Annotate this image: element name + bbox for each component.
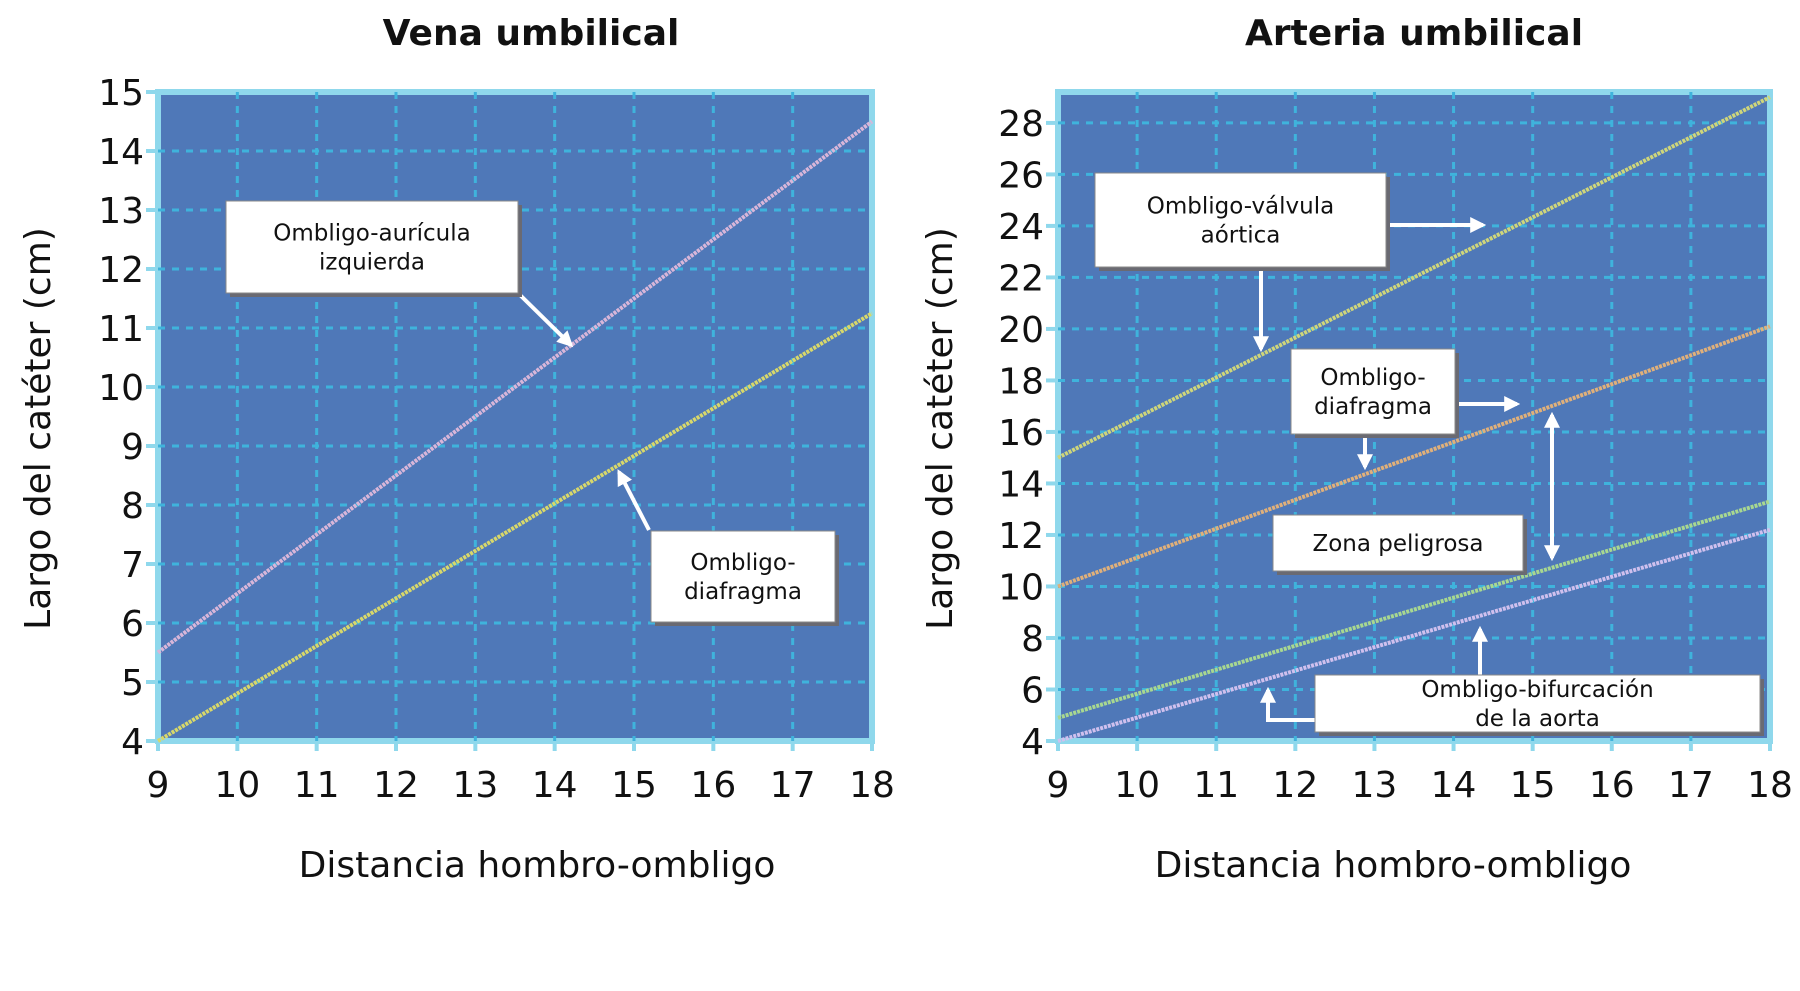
annotation-box-bg [1094,172,1387,268]
annotation-arrow [1260,686,1315,722]
annotation-box-bg [1272,514,1524,572]
annotation-text: diafragma [684,579,802,605]
y-tick-label: 12 [998,516,1044,557]
x-tick-label: 14 [1431,765,1477,806]
y-tick-label: 8 [1021,619,1044,660]
y-tick-label: 6 [121,604,144,645]
series-line-2 [156,311,874,743]
annotation-box: Ombligo-diafragma [1290,348,1459,438]
annotation-box: Zona peligrosa [1272,514,1527,575]
plot-area [155,89,875,744]
y-tick-label: 8 [121,486,144,527]
x-tick-label: 9 [147,765,170,806]
y-tick-label: 13 [98,191,144,232]
series-line-1 [156,119,874,655]
series-line-3 [1057,499,1771,720]
annotation-box-bg [650,530,836,623]
x-tick-label: 10 [214,765,260,806]
x-tick-label: 17 [770,765,816,806]
y-axis-label: Largo del catéter (cm) [920,227,961,630]
annotation-text: Zona peligrosa [1312,531,1483,557]
x-tick-label: 16 [1589,765,1635,806]
y-tick-label: 26 [998,155,1044,196]
y-tick-label: 6 [1021,670,1044,711]
x-axis-label: Distancia hombro-ombligo [299,845,776,886]
y-tick-label: 12 [98,250,144,291]
x-tick-label: 14 [532,765,578,806]
annotation-arrow [617,469,651,531]
y-tick-label: 14 [98,132,144,173]
y-tick-label: 20 [998,310,1044,351]
annotation-text: Ombligo- [690,550,795,576]
annotation-text: de la aorta [1475,706,1600,732]
x-tick-label: 17 [1668,765,1714,806]
annotation-arrow [516,291,574,348]
annotation-text: diafragma [1314,394,1432,420]
chart-1: Vena umbilical 9 10 11 12 13 14 15 16 17 18 4 5 6 7 8 9 1… [18,13,895,886]
chart-title: Vena umbilical [383,13,680,54]
y-tick-label: 4 [121,722,144,763]
chart-2: Arteria umbilical 9 10 11 12 13 14 15 16 17 18 4 6 8 1… [920,13,1793,886]
y-tick-label: 5 [121,663,144,704]
x-tick-label: 11 [294,765,340,806]
annotation-box: Ombligo-diafragma [650,530,839,626]
series-line-1 [1057,95,1771,460]
annotation-box: Ombligo-aurícula izquierda [225,200,522,297]
y-tick-label: 14 [998,464,1044,505]
annotation-text: Ombligo-válvula [1147,194,1334,220]
x-tick-label: 12 [1272,765,1318,806]
x-tick-label: 9 [1047,765,1070,806]
series-line-2 [1057,324,1771,589]
y-tick-label: 7 [121,545,144,586]
y-tick-label: 4 [1021,722,1044,763]
x-tick-label: 10 [1114,765,1160,806]
y-axis-label: Largo del catéter (cm) [18,227,59,630]
y-tick-label: 15 [98,73,144,114]
annotation-text: aórtica [1201,223,1281,249]
annotation-box-bg [1314,674,1761,733]
x-tick-label: 18 [1747,765,1793,806]
annotation-box: Ombligo-bifurcación de la aorta [1314,674,1764,736]
annotation-text: Ombligo-aurícula [273,221,471,247]
y-tick-label: 9 [121,427,144,468]
y-tick-label: 16 [998,413,1044,454]
y-tick-label: 11 [98,309,144,350]
chart-title: Arteria umbilical [1245,13,1583,54]
annotation-box-bg [225,200,519,294]
annotation-text: Ombligo- [1320,365,1425,391]
annotation-box-bg [1290,348,1456,435]
y-tick-label: 24 [998,207,1044,248]
y-tick-label: 22 [998,258,1044,299]
x-tick-label: 15 [611,765,657,806]
x-tick-label: 13 [1352,765,1398,806]
x-axis-label: Distancia hombro-ombligo [1155,845,1632,886]
annotation-text: izquierda [319,250,425,276]
x-tick-label: 12 [373,765,419,806]
x-tick-label: 15 [1510,765,1556,806]
y-tick-label: 10 [998,567,1044,608]
x-tick-label: 11 [1193,765,1239,806]
x-tick-label: 13 [452,765,498,806]
y-tick-label: 18 [998,361,1044,402]
x-tick-label: 18 [849,765,895,806]
series-line-4 [1057,527,1771,743]
y-tick-label: 28 [998,104,1044,145]
annotation-box: Ombligo-válvula aórtica [1094,172,1390,271]
y-tick-label: 10 [98,368,144,409]
x-tick-label: 16 [690,765,736,806]
annotation-text: Ombligo-bifurcación [1421,677,1653,703]
